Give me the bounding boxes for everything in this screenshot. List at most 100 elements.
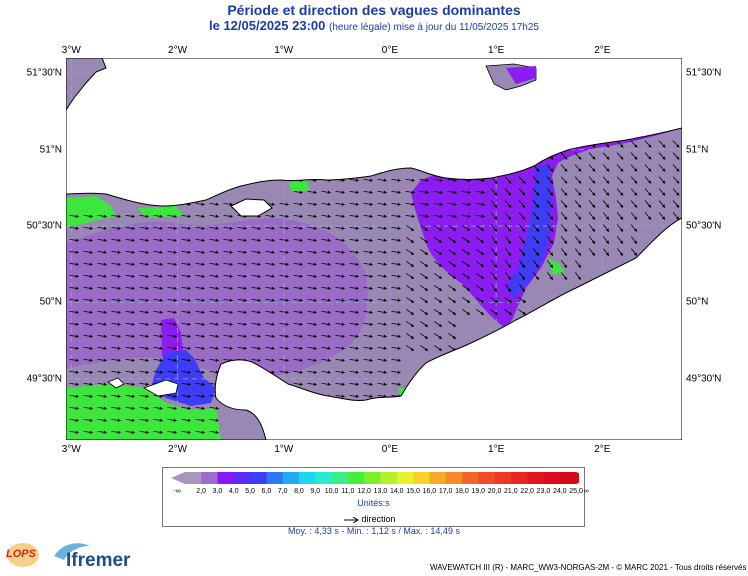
direction-arrow bbox=[405, 202, 415, 206]
direction-arrow bbox=[406, 237, 415, 243]
direction-arrow bbox=[391, 214, 401, 218]
direction-arrow bbox=[125, 226, 135, 230]
direction-arrow bbox=[195, 334, 205, 338]
direction-arrow bbox=[279, 334, 289, 338]
direction-arrow bbox=[574, 164, 582, 172]
legend-swatch bbox=[299, 472, 316, 484]
direction-arrow bbox=[391, 274, 401, 278]
direction-arrow bbox=[279, 286, 289, 290]
direction-arrow bbox=[279, 274, 289, 278]
direction-arrow bbox=[658, 164, 666, 172]
legend-swatch bbox=[348, 472, 365, 484]
legend-swatch bbox=[233, 472, 251, 484]
direction-arrow bbox=[391, 346, 401, 350]
legend-swatch bbox=[478, 472, 495, 484]
direction-arrow bbox=[349, 226, 359, 230]
period-zone-green-sw bbox=[66, 384, 221, 440]
direction-arrow bbox=[518, 297, 527, 303]
direction-arrow bbox=[321, 190, 331, 194]
direction-arrow bbox=[209, 418, 219, 422]
legend-label: 5,0 bbox=[245, 488, 255, 495]
period-zone-blue-east bbox=[506, 163, 552, 298]
direction-arrow bbox=[377, 334, 387, 338]
direction-arrow bbox=[97, 406, 107, 410]
direction-arrow bbox=[574, 236, 582, 244]
direction-arrow bbox=[420, 225, 429, 231]
direction-arrow bbox=[83, 346, 93, 350]
direction-arrow bbox=[83, 214, 93, 218]
direction-arrow bbox=[195, 286, 205, 290]
lon-tick-top: 1°W bbox=[274, 45, 294, 56]
direction-arrow bbox=[293, 190, 303, 194]
direction-arrow bbox=[335, 226, 345, 230]
direction-arrow bbox=[321, 226, 331, 230]
direction-arrow bbox=[307, 274, 317, 278]
direction-arrow bbox=[139, 430, 149, 434]
direction-arrow bbox=[251, 322, 261, 326]
direction-arrow bbox=[349, 202, 359, 206]
direction-arrow bbox=[462, 237, 471, 243]
direction-arrow bbox=[153, 310, 163, 314]
direction-arrow bbox=[293, 238, 303, 242]
legend-swatch bbox=[429, 472, 447, 484]
direction-arrow bbox=[153, 406, 163, 410]
isle-of-wight bbox=[230, 198, 273, 217]
direction-arrow bbox=[167, 274, 177, 278]
direction-arrow bbox=[69, 394, 79, 398]
direction-arrow bbox=[167, 298, 177, 302]
direction-arrow bbox=[181, 358, 191, 362]
direction-arrow bbox=[462, 309, 471, 315]
direction-arrow bbox=[111, 430, 121, 434]
direction-arrow bbox=[321, 382, 331, 386]
direction-arrow bbox=[630, 248, 638, 256]
legend-label: 3,0 bbox=[212, 488, 223, 495]
ifremer-logo: Ifremer bbox=[66, 550, 131, 571]
direction-arrow bbox=[546, 188, 554, 196]
direction-arrow bbox=[420, 237, 429, 243]
direction-arrow bbox=[153, 370, 163, 374]
direction-arrow bbox=[406, 333, 415, 339]
direction-arrow bbox=[447, 178, 457, 182]
direction-arrow bbox=[209, 250, 219, 254]
direction-arrow bbox=[349, 262, 359, 266]
direction-arrow bbox=[321, 334, 331, 338]
cotentin-land bbox=[143, 379, 179, 397]
lat-tick-left: 49°30'N bbox=[26, 373, 62, 385]
direction-arrow bbox=[519, 284, 525, 293]
direction-arrow bbox=[223, 214, 233, 218]
direction-arrow bbox=[532, 272, 540, 281]
direction-arrow bbox=[476, 249, 485, 255]
direction-arrow bbox=[153, 250, 163, 254]
direction-arrow bbox=[349, 250, 359, 254]
direction-arrow bbox=[181, 322, 191, 326]
direction-arrow bbox=[335, 298, 345, 302]
direction-arrow bbox=[377, 262, 387, 266]
legend-swatch bbox=[185, 472, 202, 484]
period-zone-green-n bbox=[138, 206, 184, 218]
lat-tick-right: 50°N bbox=[686, 296, 709, 308]
direction-arrow bbox=[139, 394, 149, 398]
direction-arrow bbox=[237, 346, 247, 350]
direction-arrow bbox=[363, 274, 373, 278]
direction-arrow bbox=[363, 322, 373, 326]
direction-arrow bbox=[69, 382, 79, 386]
direction-arrow bbox=[167, 358, 177, 362]
direction-arrow bbox=[125, 370, 135, 374]
direction-arrow bbox=[616, 152, 624, 160]
direction-arrow bbox=[476, 261, 485, 267]
direction-arrow bbox=[83, 370, 93, 374]
direction-arrow bbox=[209, 262, 219, 266]
direction-arrow bbox=[448, 297, 457, 303]
lat-tick-right: 50°30'N bbox=[686, 220, 722, 232]
direction-arrow bbox=[181, 310, 191, 314]
direction-arrow bbox=[251, 298, 261, 302]
direction-arrow bbox=[125, 358, 135, 362]
direction-arrow bbox=[602, 188, 610, 196]
direction-arrow bbox=[69, 418, 79, 422]
direction-arrow bbox=[406, 309, 415, 315]
direction-arrow bbox=[111, 214, 121, 218]
lon-tick-top: 0°E bbox=[381, 45, 399, 56]
direction-arrow bbox=[321, 298, 331, 302]
direction-arrow bbox=[406, 321, 415, 327]
direction-arrow bbox=[462, 249, 471, 255]
